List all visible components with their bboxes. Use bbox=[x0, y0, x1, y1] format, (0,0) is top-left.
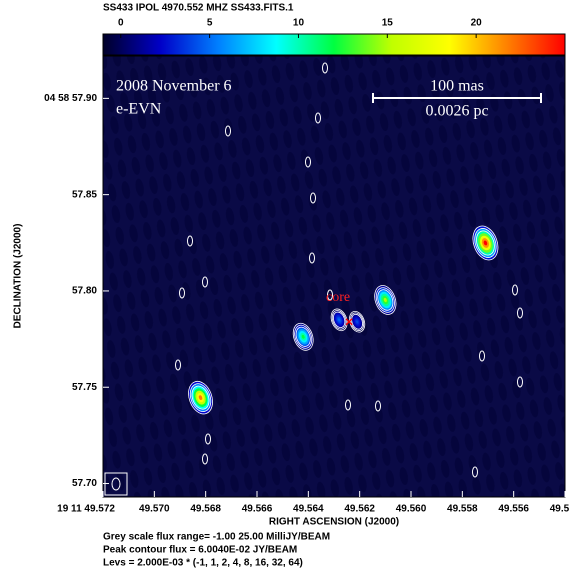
noise-contour bbox=[472, 466, 478, 478]
x-tick-label: 49.566 bbox=[242, 504, 273, 515]
component-level bbox=[301, 334, 305, 339]
noise-ripples bbox=[103, 56, 565, 497]
footer-line: Peak contour flux = 6.0040E-02 JY/BEAM bbox=[103, 545, 297, 556]
component-level bbox=[383, 297, 387, 303]
noise-contour bbox=[315, 112, 321, 124]
noise-contour bbox=[309, 252, 315, 264]
y-tick-label: 57.75 bbox=[72, 382, 97, 393]
x-tick-label: 49.568 bbox=[190, 504, 221, 515]
noise-contour bbox=[202, 453, 208, 465]
y-tick-label: 57.70 bbox=[72, 478, 97, 489]
noise-contour bbox=[225, 125, 231, 137]
core-marker bbox=[345, 318, 353, 326]
colorbar-tick-label: 10 bbox=[293, 18, 305, 29]
colorbar-tick-label: 0 bbox=[118, 18, 124, 29]
date-label: 2008 November 6 bbox=[116, 78, 232, 95]
noise-contour bbox=[187, 235, 193, 247]
colorbar bbox=[102, 33, 566, 56]
noise-contour bbox=[310, 192, 316, 204]
component-level bbox=[483, 240, 488, 246]
core-label: core bbox=[326, 290, 350, 305]
scale-linear: 0.0026 pc bbox=[425, 103, 488, 120]
y-tick-label: 57.80 bbox=[72, 286, 97, 297]
scale-angular: 100 mas bbox=[430, 78, 484, 95]
colorbar-tick-label: 20 bbox=[471, 18, 483, 29]
x-tick-label: 49.554 bbox=[550, 504, 569, 515]
noise-contour bbox=[479, 350, 485, 362]
noise-contour bbox=[179, 287, 185, 299]
x-tick-label: 19 11 49.572 bbox=[57, 504, 115, 515]
noise-contour bbox=[175, 359, 181, 371]
component bbox=[330, 308, 348, 332]
component-level bbox=[356, 320, 359, 324]
component bbox=[472, 225, 499, 261]
x-tick-label: 49.558 bbox=[447, 504, 478, 515]
noise-contour bbox=[322, 62, 328, 74]
y-tick-label: 57.85 bbox=[72, 189, 97, 200]
noise-contour bbox=[345, 399, 351, 411]
y-tick-label: 04 58 57.90 bbox=[44, 93, 97, 104]
noise-contour bbox=[305, 156, 311, 168]
x-tick-label: 49.570 bbox=[139, 504, 170, 515]
noise-contour bbox=[205, 433, 211, 445]
footer-line: Levs = 2.000E-03 * (-1, 1, 2, 4, 8, 16, … bbox=[103, 558, 303, 569]
x-axis-label: RIGHT ASCENSION (J2000) bbox=[269, 517, 399, 528]
noise-contour bbox=[517, 376, 523, 388]
component-level bbox=[198, 395, 203, 400]
component bbox=[374, 285, 397, 315]
noise-contour bbox=[375, 400, 381, 412]
footer-line: Grey scale flux range= -1.00 25.00 Milli… bbox=[103, 532, 330, 543]
x-tick-label: 49.564 bbox=[293, 504, 324, 515]
component bbox=[188, 380, 213, 415]
colorbar-tick-label: 15 bbox=[382, 18, 394, 29]
noise-contour bbox=[512, 284, 518, 296]
noise-contour bbox=[327, 289, 333, 301]
component-level bbox=[337, 318, 341, 322]
x-tick-label: 49.556 bbox=[498, 504, 529, 515]
header: SS433 IPOL 4970.552 MHZ SS433.FITS.1 bbox=[103, 3, 294, 14]
array-label: e-EVN bbox=[116, 101, 162, 118]
x-tick-label: 49.560 bbox=[396, 504, 427, 515]
y-axis-label: DECLINATION (J2000) bbox=[13, 224, 24, 329]
component bbox=[292, 322, 314, 351]
scale-bar bbox=[372, 93, 542, 103]
colorbar-tick-label: 5 bbox=[207, 18, 213, 29]
component bbox=[349, 310, 366, 333]
beam bbox=[111, 477, 121, 491]
x-tick-label: 49.562 bbox=[344, 504, 375, 515]
plot-frame bbox=[102, 55, 566, 498]
noise-contour bbox=[517, 307, 523, 319]
noise-contour bbox=[202, 276, 208, 288]
